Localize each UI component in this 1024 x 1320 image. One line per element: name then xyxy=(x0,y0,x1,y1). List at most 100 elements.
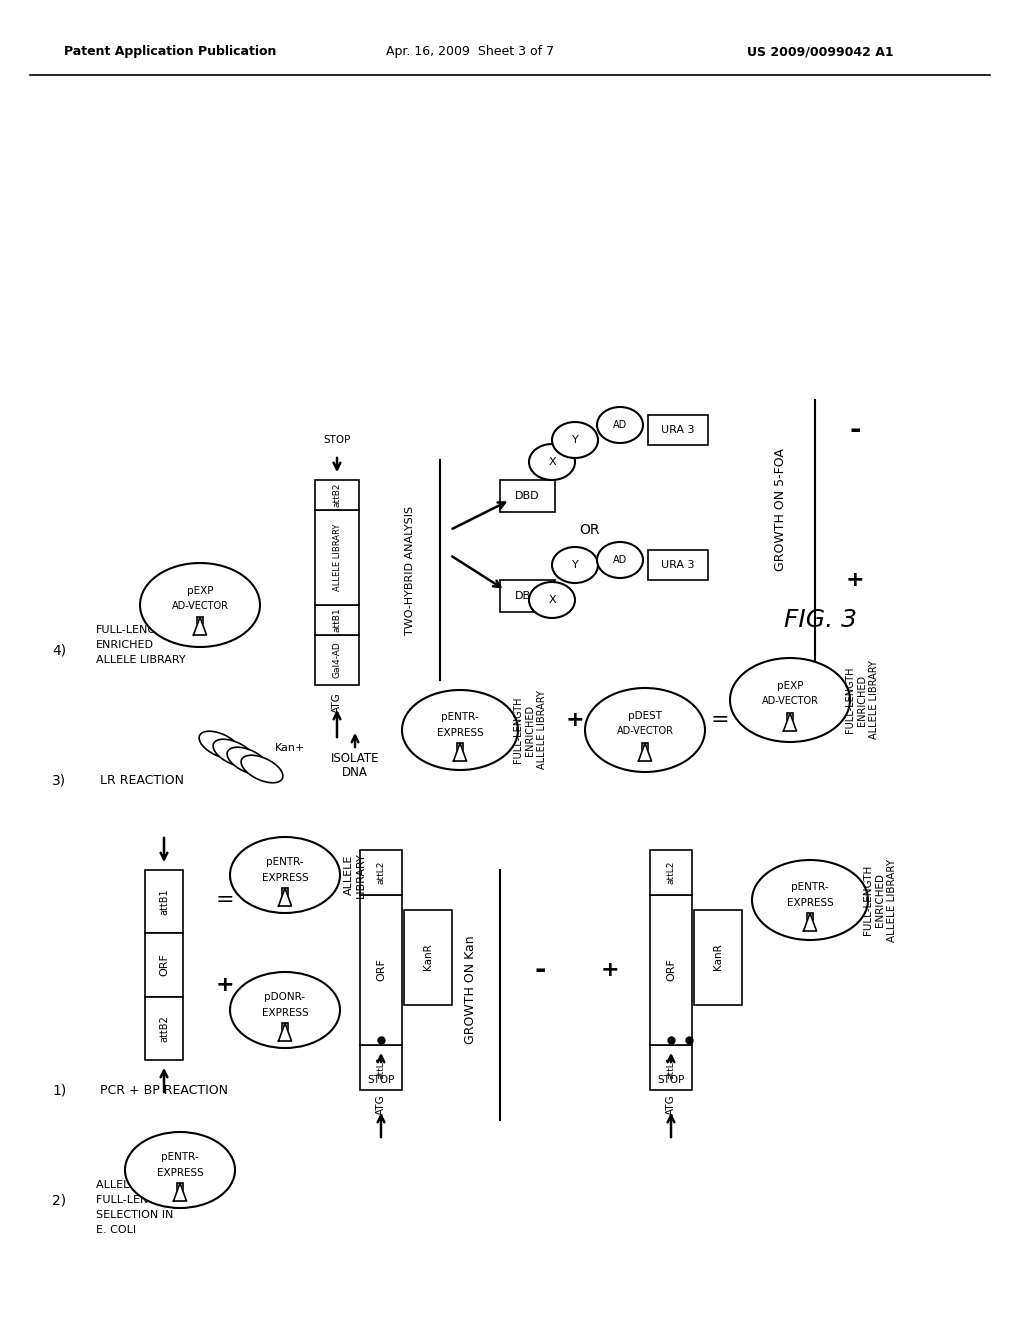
Ellipse shape xyxy=(230,837,340,913)
Bar xyxy=(282,888,288,898)
Text: AD-VECTOR: AD-VECTOR xyxy=(616,726,674,737)
Text: OR: OR xyxy=(580,523,600,537)
Polygon shape xyxy=(783,713,797,731)
Text: DNA: DNA xyxy=(342,767,368,780)
Polygon shape xyxy=(173,1183,186,1201)
Text: Y: Y xyxy=(571,436,579,445)
Text: X: X xyxy=(548,595,556,605)
Text: pEXP: pEXP xyxy=(186,586,213,597)
Text: =: = xyxy=(216,890,234,909)
Text: pENTR-: pENTR- xyxy=(792,882,828,892)
Text: SELECTION IN: SELECTION IN xyxy=(96,1210,173,1220)
Ellipse shape xyxy=(241,755,283,783)
Polygon shape xyxy=(194,616,207,635)
Text: KanR: KanR xyxy=(713,944,723,970)
Text: AD: AD xyxy=(613,420,627,430)
Ellipse shape xyxy=(125,1133,234,1208)
Text: 2): 2) xyxy=(52,1193,67,1206)
Ellipse shape xyxy=(529,444,575,480)
Text: pDEST: pDEST xyxy=(628,711,662,721)
Text: DBD: DBD xyxy=(515,491,540,502)
Text: 3): 3) xyxy=(52,774,67,787)
Text: TWO-HYBRID ANALYSIS: TWO-HYBRID ANALYSIS xyxy=(406,506,415,635)
Text: attB2: attB2 xyxy=(159,1015,169,1041)
Text: FULL-LENGTH ORF: FULL-LENGTH ORF xyxy=(96,1195,198,1205)
Text: EXPRESS: EXPRESS xyxy=(157,1168,204,1177)
Text: STOP: STOP xyxy=(368,1074,394,1085)
Text: ORF: ORF xyxy=(376,958,386,982)
Text: EXPRESS: EXPRESS xyxy=(786,898,834,908)
Ellipse shape xyxy=(597,407,643,444)
Text: +: + xyxy=(601,960,620,979)
Ellipse shape xyxy=(199,731,241,759)
Text: AD: AD xyxy=(613,554,627,565)
Text: FULL-LENGTH
ENRICHED
ALLELE LIBRARY: FULL-LENGTH ENRICHED ALLELE LIBRARY xyxy=(513,690,547,770)
Text: Y: Y xyxy=(571,560,579,570)
Ellipse shape xyxy=(730,657,850,742)
Text: pENTR-: pENTR- xyxy=(161,1152,199,1162)
Bar xyxy=(648,550,708,579)
Text: 4): 4) xyxy=(52,643,67,657)
Text: EXPRESS: EXPRESS xyxy=(261,1008,308,1018)
Polygon shape xyxy=(804,913,816,931)
Text: ALLELE LIBRARY: ALLELE LIBRARY xyxy=(333,524,341,591)
Text: X: X xyxy=(548,457,556,467)
Text: attB1: attB1 xyxy=(333,607,341,632)
Bar xyxy=(500,579,555,612)
Bar xyxy=(404,909,452,1005)
Text: ENRICHED: ENRICHED xyxy=(96,640,154,649)
Bar xyxy=(360,1045,402,1090)
Bar xyxy=(642,743,648,752)
Bar xyxy=(694,909,742,1005)
Bar xyxy=(650,895,692,1045)
Ellipse shape xyxy=(213,739,255,767)
Text: URA 3: URA 3 xyxy=(662,425,694,436)
Text: ALLELE
LIBRARY: ALLELE LIBRARY xyxy=(344,853,366,898)
Text: ALLELE LIBRARY: ALLELE LIBRARY xyxy=(96,1180,185,1191)
Text: pEXP: pEXP xyxy=(777,681,803,690)
Text: Kan+: Kan+ xyxy=(274,743,305,752)
Text: ISOLATE: ISOLATE xyxy=(331,751,379,764)
Ellipse shape xyxy=(230,972,340,1048)
Text: EXPRESS: EXPRESS xyxy=(261,873,308,883)
Text: +: + xyxy=(846,570,864,590)
Polygon shape xyxy=(454,743,467,762)
Text: attL1: attL1 xyxy=(377,1056,385,1080)
Text: -: - xyxy=(849,416,861,444)
Ellipse shape xyxy=(752,861,868,940)
Ellipse shape xyxy=(552,422,598,458)
Text: attL2: attL2 xyxy=(667,861,676,884)
Text: attL2: attL2 xyxy=(377,861,385,884)
Text: E. COLI: E. COLI xyxy=(96,1225,136,1236)
Bar xyxy=(786,713,794,723)
Text: AD-VECTOR: AD-VECTOR xyxy=(762,696,818,706)
Bar xyxy=(197,616,203,627)
Text: STOP: STOP xyxy=(657,1074,685,1085)
Text: Apr. 16, 2009  Sheet 3 of 7: Apr. 16, 2009 Sheet 3 of 7 xyxy=(386,45,554,58)
Bar xyxy=(650,850,692,895)
Text: ATG: ATG xyxy=(666,1094,676,1115)
Text: AD-VECTOR: AD-VECTOR xyxy=(171,601,228,611)
Text: Gal4-AD: Gal4-AD xyxy=(333,642,341,678)
Bar xyxy=(360,895,402,1045)
Bar xyxy=(282,1023,288,1034)
Ellipse shape xyxy=(140,564,260,647)
Polygon shape xyxy=(279,1023,292,1041)
Text: DBD: DBD xyxy=(515,591,540,601)
Bar xyxy=(807,913,813,923)
Text: =: = xyxy=(711,710,729,730)
Text: FULL-LENGTH: FULL-LENGTH xyxy=(96,624,172,635)
Text: FULL-LENGTH
ENRICHED
ALLELE LIBRARY: FULL-LENGTH ENRICHED ALLELE LIBRARY xyxy=(846,660,879,739)
Bar xyxy=(145,933,183,997)
Text: STOP: STOP xyxy=(324,436,350,445)
Text: attB2: attB2 xyxy=(333,483,341,507)
Text: Patent Application Publication: Patent Application Publication xyxy=(63,45,276,58)
Ellipse shape xyxy=(552,546,598,583)
Text: 1): 1) xyxy=(52,1082,67,1097)
Text: ORF: ORF xyxy=(666,958,676,982)
Text: ALLELE LIBRARY: ALLELE LIBRARY xyxy=(96,655,185,665)
Text: LR REACTION: LR REACTION xyxy=(100,774,184,787)
Text: ATG: ATG xyxy=(376,1094,386,1115)
Bar xyxy=(360,850,402,895)
Bar xyxy=(500,480,555,512)
